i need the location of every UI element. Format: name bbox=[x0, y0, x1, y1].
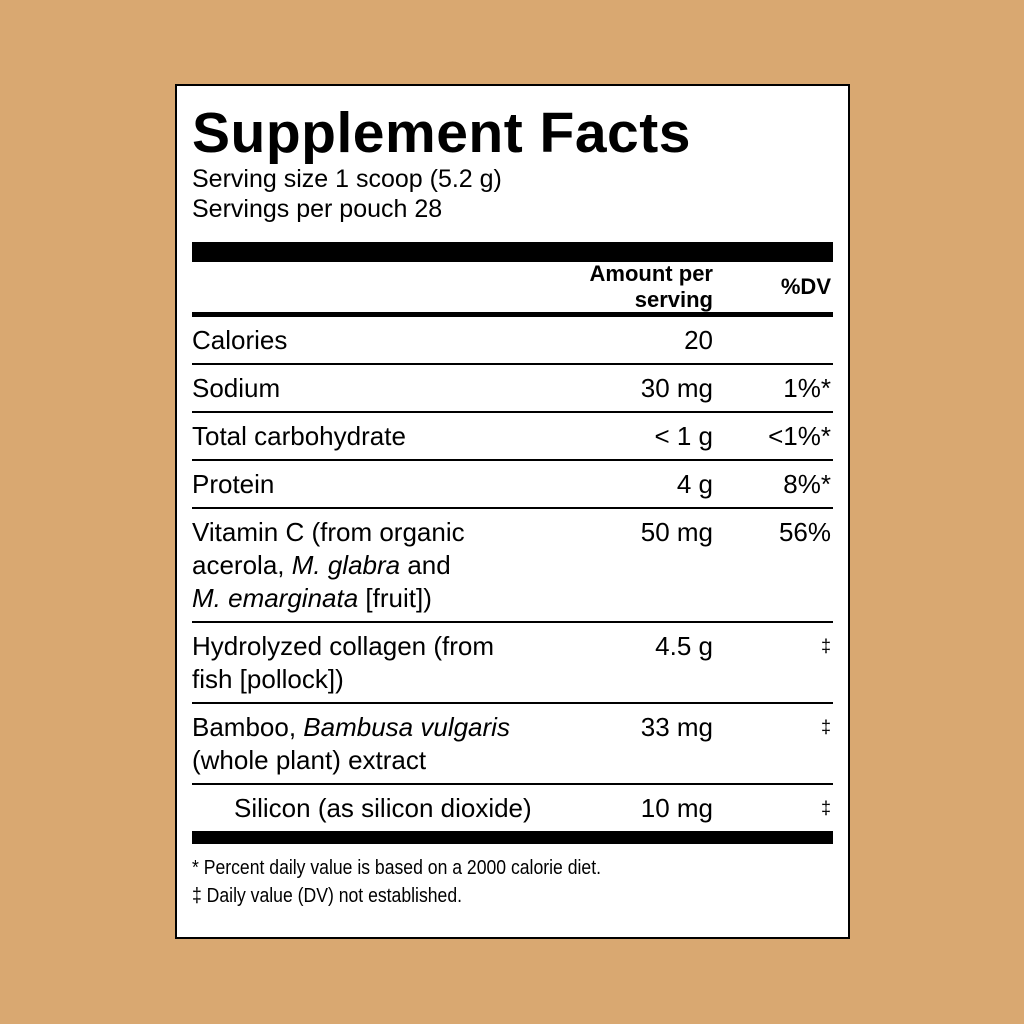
nutrient-name: Sodium bbox=[192, 372, 563, 405]
serving-size: Serving size 1 scoop (5.2 g) bbox=[192, 165, 502, 193]
nutrient-name: Vitamin C (from organic acerola, M. glabr… bbox=[192, 516, 563, 615]
nutrient-name: Bamboo, Bambusa vulgaris (whole plant) ex… bbox=[192, 711, 563, 777]
name-segment: Bamboo, bbox=[192, 712, 304, 742]
dv-value: 8%* bbox=[783, 469, 831, 499]
amount-value: 33 mg bbox=[640, 712, 713, 742]
table-row: Total carbohydrate < 1 g <1%* bbox=[192, 413, 833, 461]
footnote: ‡ Daily value (DV) not established. bbox=[192, 885, 463, 907]
amount-value: 50 mg bbox=[640, 517, 713, 547]
amount-value: < 1 g bbox=[654, 421, 713, 451]
servings-per-container: Servings per pouch 28 bbox=[192, 195, 443, 223]
dv-value: 56% bbox=[778, 517, 831, 547]
name-segment: (whole plant) extract bbox=[192, 745, 427, 775]
table-row: Protein 4 g 8%* bbox=[192, 461, 833, 509]
amount-value: 20 bbox=[684, 325, 713, 355]
table-row: Bamboo, Bambusa vulgaris (whole plant) ex… bbox=[192, 704, 833, 785]
dv-value: ‡ bbox=[820, 636, 831, 656]
label-title: Supplement Facts bbox=[192, 101, 691, 165]
amount-value: 4 g bbox=[676, 469, 713, 499]
table-row: Sodium 30 mg 1%* bbox=[192, 365, 833, 413]
name-segment: Vitamin C (from organic bbox=[192, 517, 465, 547]
name-segment: and bbox=[400, 550, 451, 580]
divider-thick bbox=[192, 242, 833, 262]
name-segment: Sodium bbox=[192, 373, 281, 403]
amount-value: 4.5 g bbox=[655, 631, 713, 661]
table-row: Vitamin C (from organic acerola, M. glabr… bbox=[192, 509, 833, 623]
name-segment: fish [pollock]) bbox=[192, 664, 344, 694]
name-segment: acerola, bbox=[192, 550, 292, 580]
nutrient-name: Calories bbox=[192, 324, 563, 357]
name-segment: Hydrolyzed collagen (from bbox=[192, 631, 495, 661]
amount-header: Amount per serving bbox=[589, 261, 713, 312]
name-segment: Bambusa vulgaris bbox=[303, 712, 510, 742]
nutrient-name: Protein bbox=[192, 468, 563, 501]
name-segment: Protein bbox=[192, 469, 275, 499]
column-header: Amount per serving %DV bbox=[192, 261, 833, 312]
divider-medium bbox=[192, 312, 833, 317]
table-row: Calories 20 bbox=[192, 317, 833, 365]
table-row: Hydrolyzed collagen (from fish [pollock])… bbox=[192, 623, 833, 704]
divider-bottom bbox=[192, 831, 833, 844]
table-row: Silicon (as silicon dioxide) 10 mg ‡ bbox=[192, 785, 833, 831]
name-segment: M. glabra bbox=[291, 550, 401, 580]
dv-value: <1%* bbox=[768, 421, 831, 451]
amount-value: 10 mg bbox=[640, 793, 713, 823]
footnote: * Percent daily value is based on a 2000… bbox=[192, 857, 601, 879]
name-segment: M. emarginata bbox=[192, 583, 359, 613]
nutrient-name: Hydrolyzed collagen (from fish [pollock]) bbox=[192, 630, 563, 696]
supplement-facts-label: Supplement Facts Serving size 1 scoop (5… bbox=[175, 84, 850, 939]
dv-value: 1%* bbox=[783, 373, 831, 403]
name-segment: Total carbohydrate bbox=[192, 421, 406, 451]
name-segment: Calories bbox=[192, 325, 288, 355]
name-segment: [fruit]) bbox=[358, 583, 432, 613]
nutrient-name: Silicon (as silicon dioxide) bbox=[192, 792, 563, 825]
nutrient-table: Calories 20 Sodium 30 mg 1%* Total carbohydra… bbox=[192, 317, 833, 831]
name-segment: Silicon (as silicon dioxide) bbox=[234, 793, 532, 823]
amount-value: 30 mg bbox=[640, 373, 713, 403]
footnotes: * Percent daily value is based on a 2000… bbox=[192, 854, 756, 910]
dv-value: ‡ bbox=[820, 798, 831, 818]
dv-value: ‡ bbox=[820, 717, 831, 737]
nutrient-name: Total carbohydrate bbox=[192, 420, 563, 453]
dv-header: %DV bbox=[780, 274, 831, 299]
